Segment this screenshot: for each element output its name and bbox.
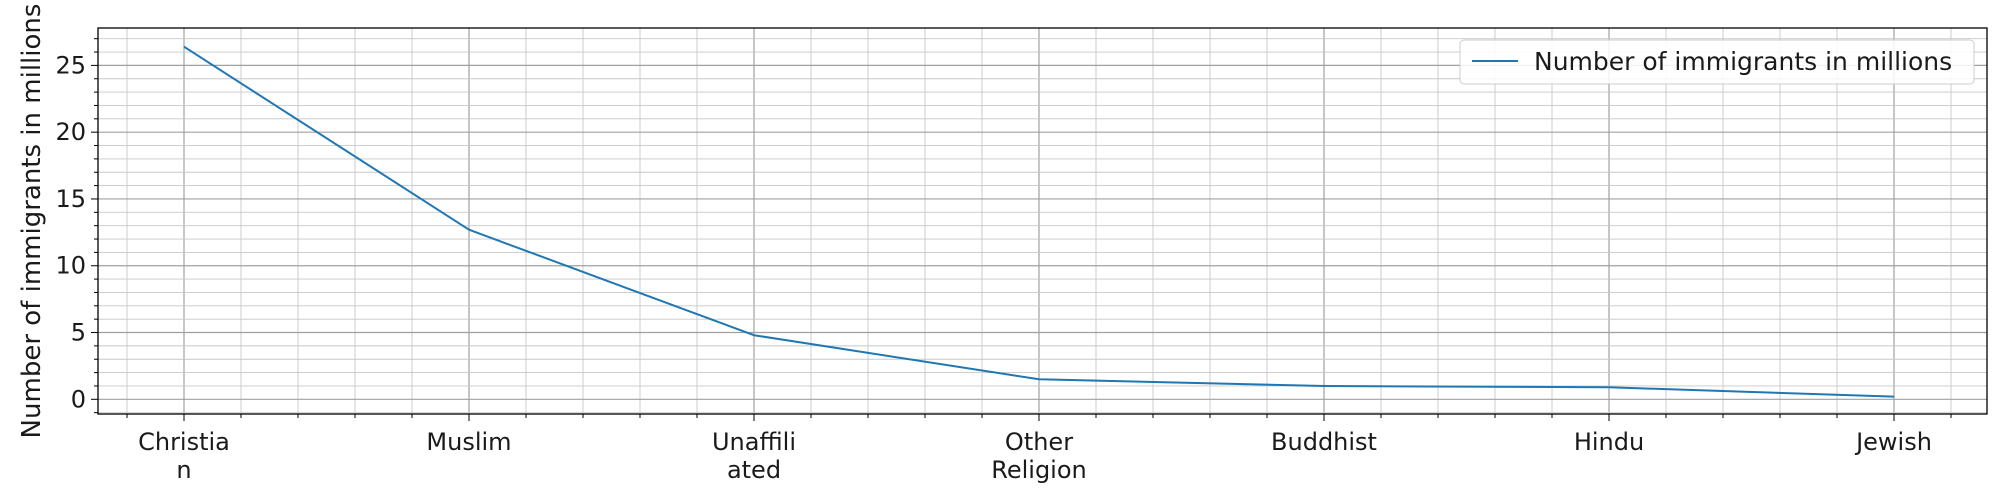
x-axis-tick-labels: Christia n Muslim Unaffili ated Other Religion… xyxy=(138,428,1932,484)
x-tick-label-line: Muslim xyxy=(426,428,511,456)
x-tick-label: Christia n xyxy=(138,428,230,484)
y-tick-label: 5 xyxy=(71,319,86,347)
x-tick-label: Muslim xyxy=(426,428,511,456)
grid-lines xyxy=(98,28,1987,414)
axis-ticks xyxy=(91,38,1952,421)
series-lines xyxy=(183,45,1895,398)
x-tick-label: Other Religion xyxy=(991,428,1087,484)
x-tick-label: Jewish xyxy=(1854,428,1932,456)
legend-series-label: Number of immigrants in millions xyxy=(1534,47,1952,76)
x-tick-label: Unaffili ated xyxy=(712,428,796,484)
x-tick-label-line: Other xyxy=(1005,428,1073,456)
x-tick-label: Hindu xyxy=(1574,428,1644,456)
x-tick-label-line: Jewish xyxy=(1854,428,1932,456)
x-tick-label: Buddhist xyxy=(1271,428,1377,456)
x-tick-label-line: Religion xyxy=(991,456,1087,484)
y-tick-label: 15 xyxy=(55,185,86,213)
x-tick-label-line: Hindu xyxy=(1574,428,1644,456)
y-axis-tick-labels: 0 5 10 15 20 25 xyxy=(55,51,86,413)
y-tick-label: 0 xyxy=(71,385,86,413)
x-tick-label-line: n xyxy=(176,456,191,484)
x-tick-label-line: Christia xyxy=(138,428,230,456)
x-tick-label-line: Buddhist xyxy=(1271,428,1377,456)
legend-box xyxy=(1459,39,1975,85)
y-tick-label: 20 xyxy=(55,118,86,146)
x-tick-label-line: Unaffili xyxy=(712,428,796,456)
y-tick-label: 25 xyxy=(55,51,86,79)
series-line xyxy=(183,45,1895,398)
legend: Number of immigrants in millions xyxy=(1459,39,1975,85)
y-axis-title: Number of immigrants in millions xyxy=(17,4,47,439)
y-tick-label: 10 xyxy=(55,252,86,280)
x-tick-label-line: ated xyxy=(727,456,781,484)
plot-area xyxy=(97,27,1988,415)
